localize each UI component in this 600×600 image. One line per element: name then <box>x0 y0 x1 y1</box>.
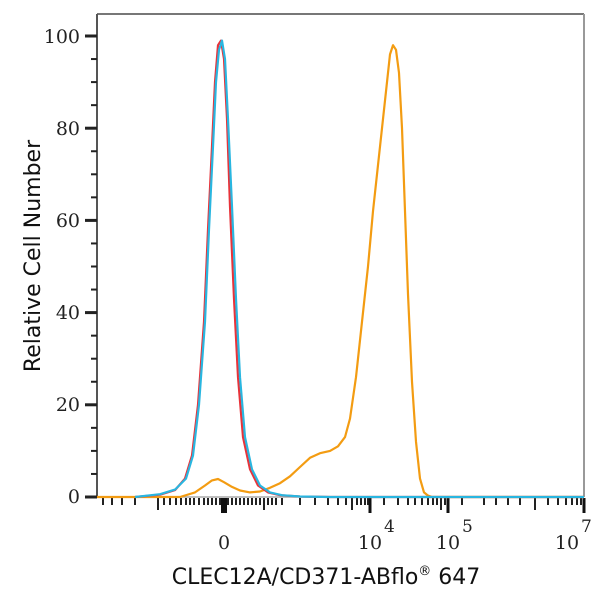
x-tick-label-10e7: 10 7 <box>555 517 592 554</box>
series-control-red <box>134 39 584 499</box>
svg-text:4: 4 <box>384 517 395 537</box>
svg-text:5: 5 <box>462 517 473 537</box>
y-axis-ticks <box>85 34 97 499</box>
series-negative-blue <box>134 39 584 499</box>
y-axis-tick-labels: 0 20 40 60 80 100 <box>44 26 80 508</box>
histogram-series <box>97 39 584 499</box>
svg-text:10: 10 <box>555 532 579 554</box>
y-axis-title: Relative Cell Number <box>21 139 46 372</box>
x-tick-label-10e5: 10 5 <box>436 517 473 554</box>
x-axis-title: CLEC12A/CD371-ABflo® 647 <box>172 564 481 590</box>
y-tick-label-80: 80 <box>56 118 80 140</box>
x-tick-label-10e4: 10 4 <box>358 517 395 554</box>
x-axis-ticks <box>102 498 586 513</box>
y-tick-label-60: 60 <box>56 210 80 232</box>
plot-frame <box>96 13 585 498</box>
y-tick-label-0: 0 <box>68 486 80 508</box>
series-positive-orange <box>97 44 584 499</box>
x-axis-tick-labels: 0 10 4 10 5 10 7 <box>218 517 592 554</box>
y-tick-label-20: 20 <box>56 394 80 416</box>
x-tick-label-0: 0 <box>218 532 230 554</box>
svg-text:7: 7 <box>581 517 592 537</box>
y-tick-label-100: 100 <box>44 26 80 48</box>
svg-text:10: 10 <box>436 532 460 554</box>
y-tick-label-40: 40 <box>56 302 80 324</box>
svg-text:10: 10 <box>358 532 382 554</box>
